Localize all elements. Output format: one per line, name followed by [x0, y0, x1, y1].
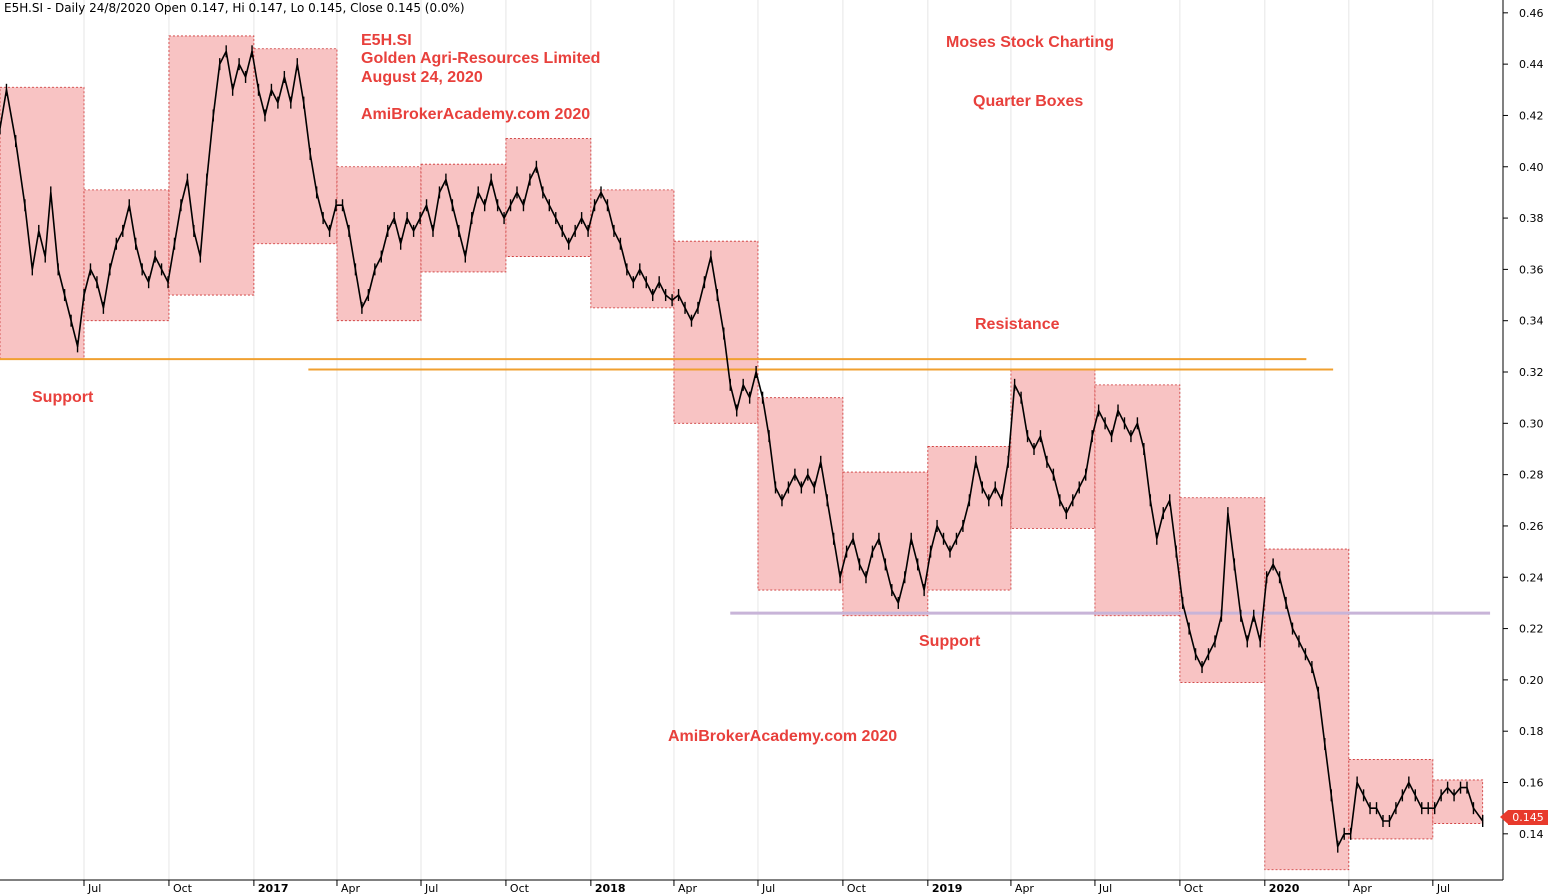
- x-tick-label: 2019: [932, 882, 963, 895]
- y-tick-label: 0.16: [1519, 777, 1544, 790]
- x-tick-label: Apr: [1015, 882, 1035, 895]
- quarter-box: [590, 189, 675, 309]
- x-tick-label: Apr: [1353, 882, 1373, 895]
- chart-header: E5H.SI - Daily 24/8/2020 Open 0.147, Hi …: [4, 1, 465, 15]
- quarter-box: [1264, 548, 1350, 871]
- y-tick-label: 0.18: [1519, 725, 1544, 738]
- support-label-left: Support: [32, 389, 94, 406]
- y-tick-label: 0.44: [1519, 58, 1544, 71]
- x-tick-label: 2018: [595, 882, 626, 895]
- y-tick-label: 0.34: [1519, 315, 1544, 328]
- x-tick-label: Jul: [1098, 882, 1112, 895]
- support-label-mid: Support: [919, 633, 981, 650]
- x-tick-label: Jul: [87, 882, 101, 895]
- quarter-box: [505, 138, 592, 257]
- quarter-box: [757, 397, 844, 591]
- quarter-box: [842, 471, 929, 617]
- x-tick-label: Oct: [173, 882, 193, 895]
- quarter-box: [1348, 759, 1434, 840]
- ticker-label: E5H.SI: [361, 32, 412, 49]
- y-tick-label: 0.14: [1519, 828, 1544, 841]
- quarter-box: [420, 163, 507, 273]
- y-tick-label: 0.36: [1519, 263, 1544, 276]
- y-tick-label: 0.20: [1519, 674, 1544, 687]
- x-tick-label: Oct: [510, 882, 530, 895]
- x-tick-label: Oct: [847, 882, 867, 895]
- company-label: Golden Agri-Resources Limited: [361, 50, 601, 67]
- quarter-box: [1010, 369, 1096, 529]
- y-tick-label: 0.24: [1519, 571, 1544, 584]
- quarter-box: [83, 189, 170, 322]
- y-tick-label: 0.46: [1519, 7, 1544, 20]
- y-tick-label: 0.42: [1519, 109, 1544, 122]
- date-label: August 24, 2020: [361, 69, 483, 86]
- y-axis: 0.14 0.16 0.18 0.20 0.22 0.24 0.26 0.28 0.30 0.32…: [1502, 0, 1544, 880]
- x-tick-label: Jul: [761, 882, 775, 895]
- y-tick-label: 0.26: [1519, 520, 1544, 533]
- quarter-box: [1432, 779, 1484, 824]
- x-tick-label: Jul: [1436, 882, 1450, 895]
- quarter-box: [336, 166, 422, 322]
- last-price-badge: 0.145: [1500, 810, 1548, 825]
- quarter-box: [1094, 384, 1181, 617]
- site-label-bottom: AmiBrokerAcademy.com 2020: [668, 728, 898, 745]
- price-series: [0, 45, 1484, 853]
- quarter-box: [168, 35, 255, 296]
- y-tick-label: 0.30: [1519, 417, 1544, 430]
- x-tick-label: Apr: [678, 882, 698, 895]
- quarter-box: [673, 240, 759, 424]
- x-tick-label: Jul: [424, 882, 438, 895]
- site-label-top: AmiBrokerAcademy.com 2020: [361, 106, 591, 123]
- x-tick-label: Oct: [1184, 882, 1204, 895]
- y-tick-label: 0.40: [1519, 161, 1544, 174]
- trend-lines: [0, 358, 1491, 615]
- x-tick-label: 2020: [1269, 882, 1300, 895]
- quarter-box: [927, 446, 1012, 591]
- resistance-label: Resistance: [975, 316, 1060, 333]
- y-tick-label: 0.38: [1519, 212, 1544, 225]
- y-tick-label: 0.32: [1519, 366, 1544, 379]
- quarter-boxes-label: Quarter Boxes: [973, 93, 1084, 110]
- quarter-box: [253, 48, 338, 245]
- x-tick-label: Apr: [341, 882, 361, 895]
- x-tick-label: 2017: [258, 882, 289, 895]
- y-tick-label: 0.22: [1519, 623, 1544, 636]
- y-tick-label: 0.28: [1519, 469, 1544, 482]
- brand-label: Moses Stock Charting: [946, 34, 1115, 51]
- x-axis: Jul Oct 2017 Apr Jul Oct 2018 Apr Jul Oct 2019 Apr J…: [0, 879, 1503, 895]
